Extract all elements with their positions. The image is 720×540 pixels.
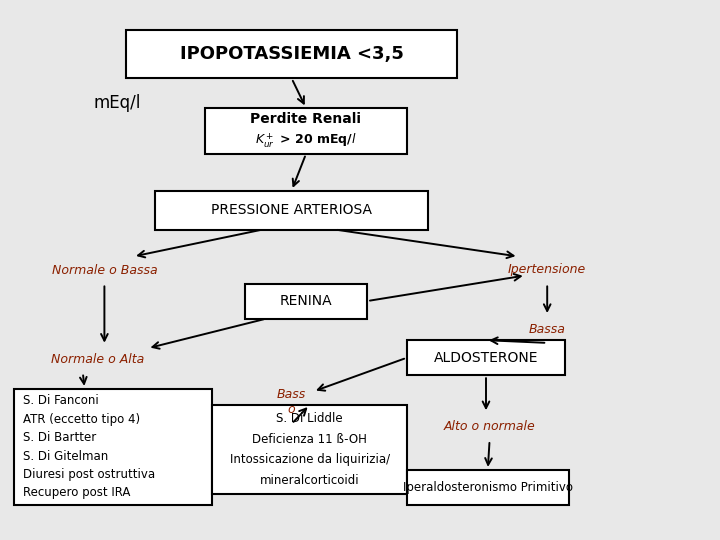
Text: Recupero post IRA: Recupero post IRA: [23, 487, 130, 500]
Text: S. Di Gitelman: S. Di Gitelman: [23, 450, 108, 463]
Text: Alto o normale: Alto o normale: [444, 420, 536, 433]
Text: S. Di Fanconi: S. Di Fanconi: [23, 394, 99, 407]
Text: mEq/l: mEq/l: [94, 93, 141, 112]
FancyBboxPatch shape: [212, 405, 407, 494]
FancyBboxPatch shape: [155, 191, 428, 229]
Text: RENINA: RENINA: [279, 294, 333, 308]
Text: Intossicazione da liquirizia/: Intossicazione da liquirizia/: [230, 454, 390, 467]
Text: Perdite Renali: Perdite Renali: [251, 112, 361, 126]
Text: S. Di Liddle: S. Di Liddle: [276, 412, 343, 425]
Text: Diuresi post ostruttiva: Diuresi post ostruttiva: [23, 468, 156, 481]
Text: ALDOSTERONE: ALDOSTERONE: [433, 351, 539, 364]
Text: Normale o Alta: Normale o Alta: [50, 353, 144, 366]
Text: Iperaldosteronismo Primitivo: Iperaldosteronismo Primitivo: [402, 481, 573, 494]
Text: mineralcorticoidi: mineralcorticoidi: [260, 474, 359, 487]
FancyBboxPatch shape: [245, 284, 367, 319]
Text: Bassa: Bassa: [528, 323, 566, 336]
FancyBboxPatch shape: [14, 389, 212, 505]
Text: Bass
o: Bass o: [277, 388, 306, 416]
FancyBboxPatch shape: [407, 340, 565, 375]
FancyBboxPatch shape: [126, 30, 457, 78]
Text: $K^+_{ur}$ > 20 mEq/$\it{l}$: $K^+_{ur}$ > 20 mEq/$\it{l}$: [255, 131, 357, 150]
FancyBboxPatch shape: [205, 108, 407, 154]
Text: Ipertensione: Ipertensione: [508, 264, 586, 276]
Text: S. Di Bartter: S. Di Bartter: [23, 431, 96, 444]
Text: ATR (eccetto tipo 4): ATR (eccetto tipo 4): [23, 413, 140, 426]
FancyBboxPatch shape: [407, 470, 569, 505]
Text: Normale o Bassa: Normale o Bassa: [52, 264, 157, 276]
Text: IPOPOTASSIEMIA <3,5: IPOPOTASSIEMIA <3,5: [180, 45, 403, 63]
Text: Deficienza 11 ß-OH: Deficienza 11 ß-OH: [252, 433, 367, 446]
Text: PRESSIONE ARTERIOSA: PRESSIONE ARTERIOSA: [211, 203, 372, 217]
